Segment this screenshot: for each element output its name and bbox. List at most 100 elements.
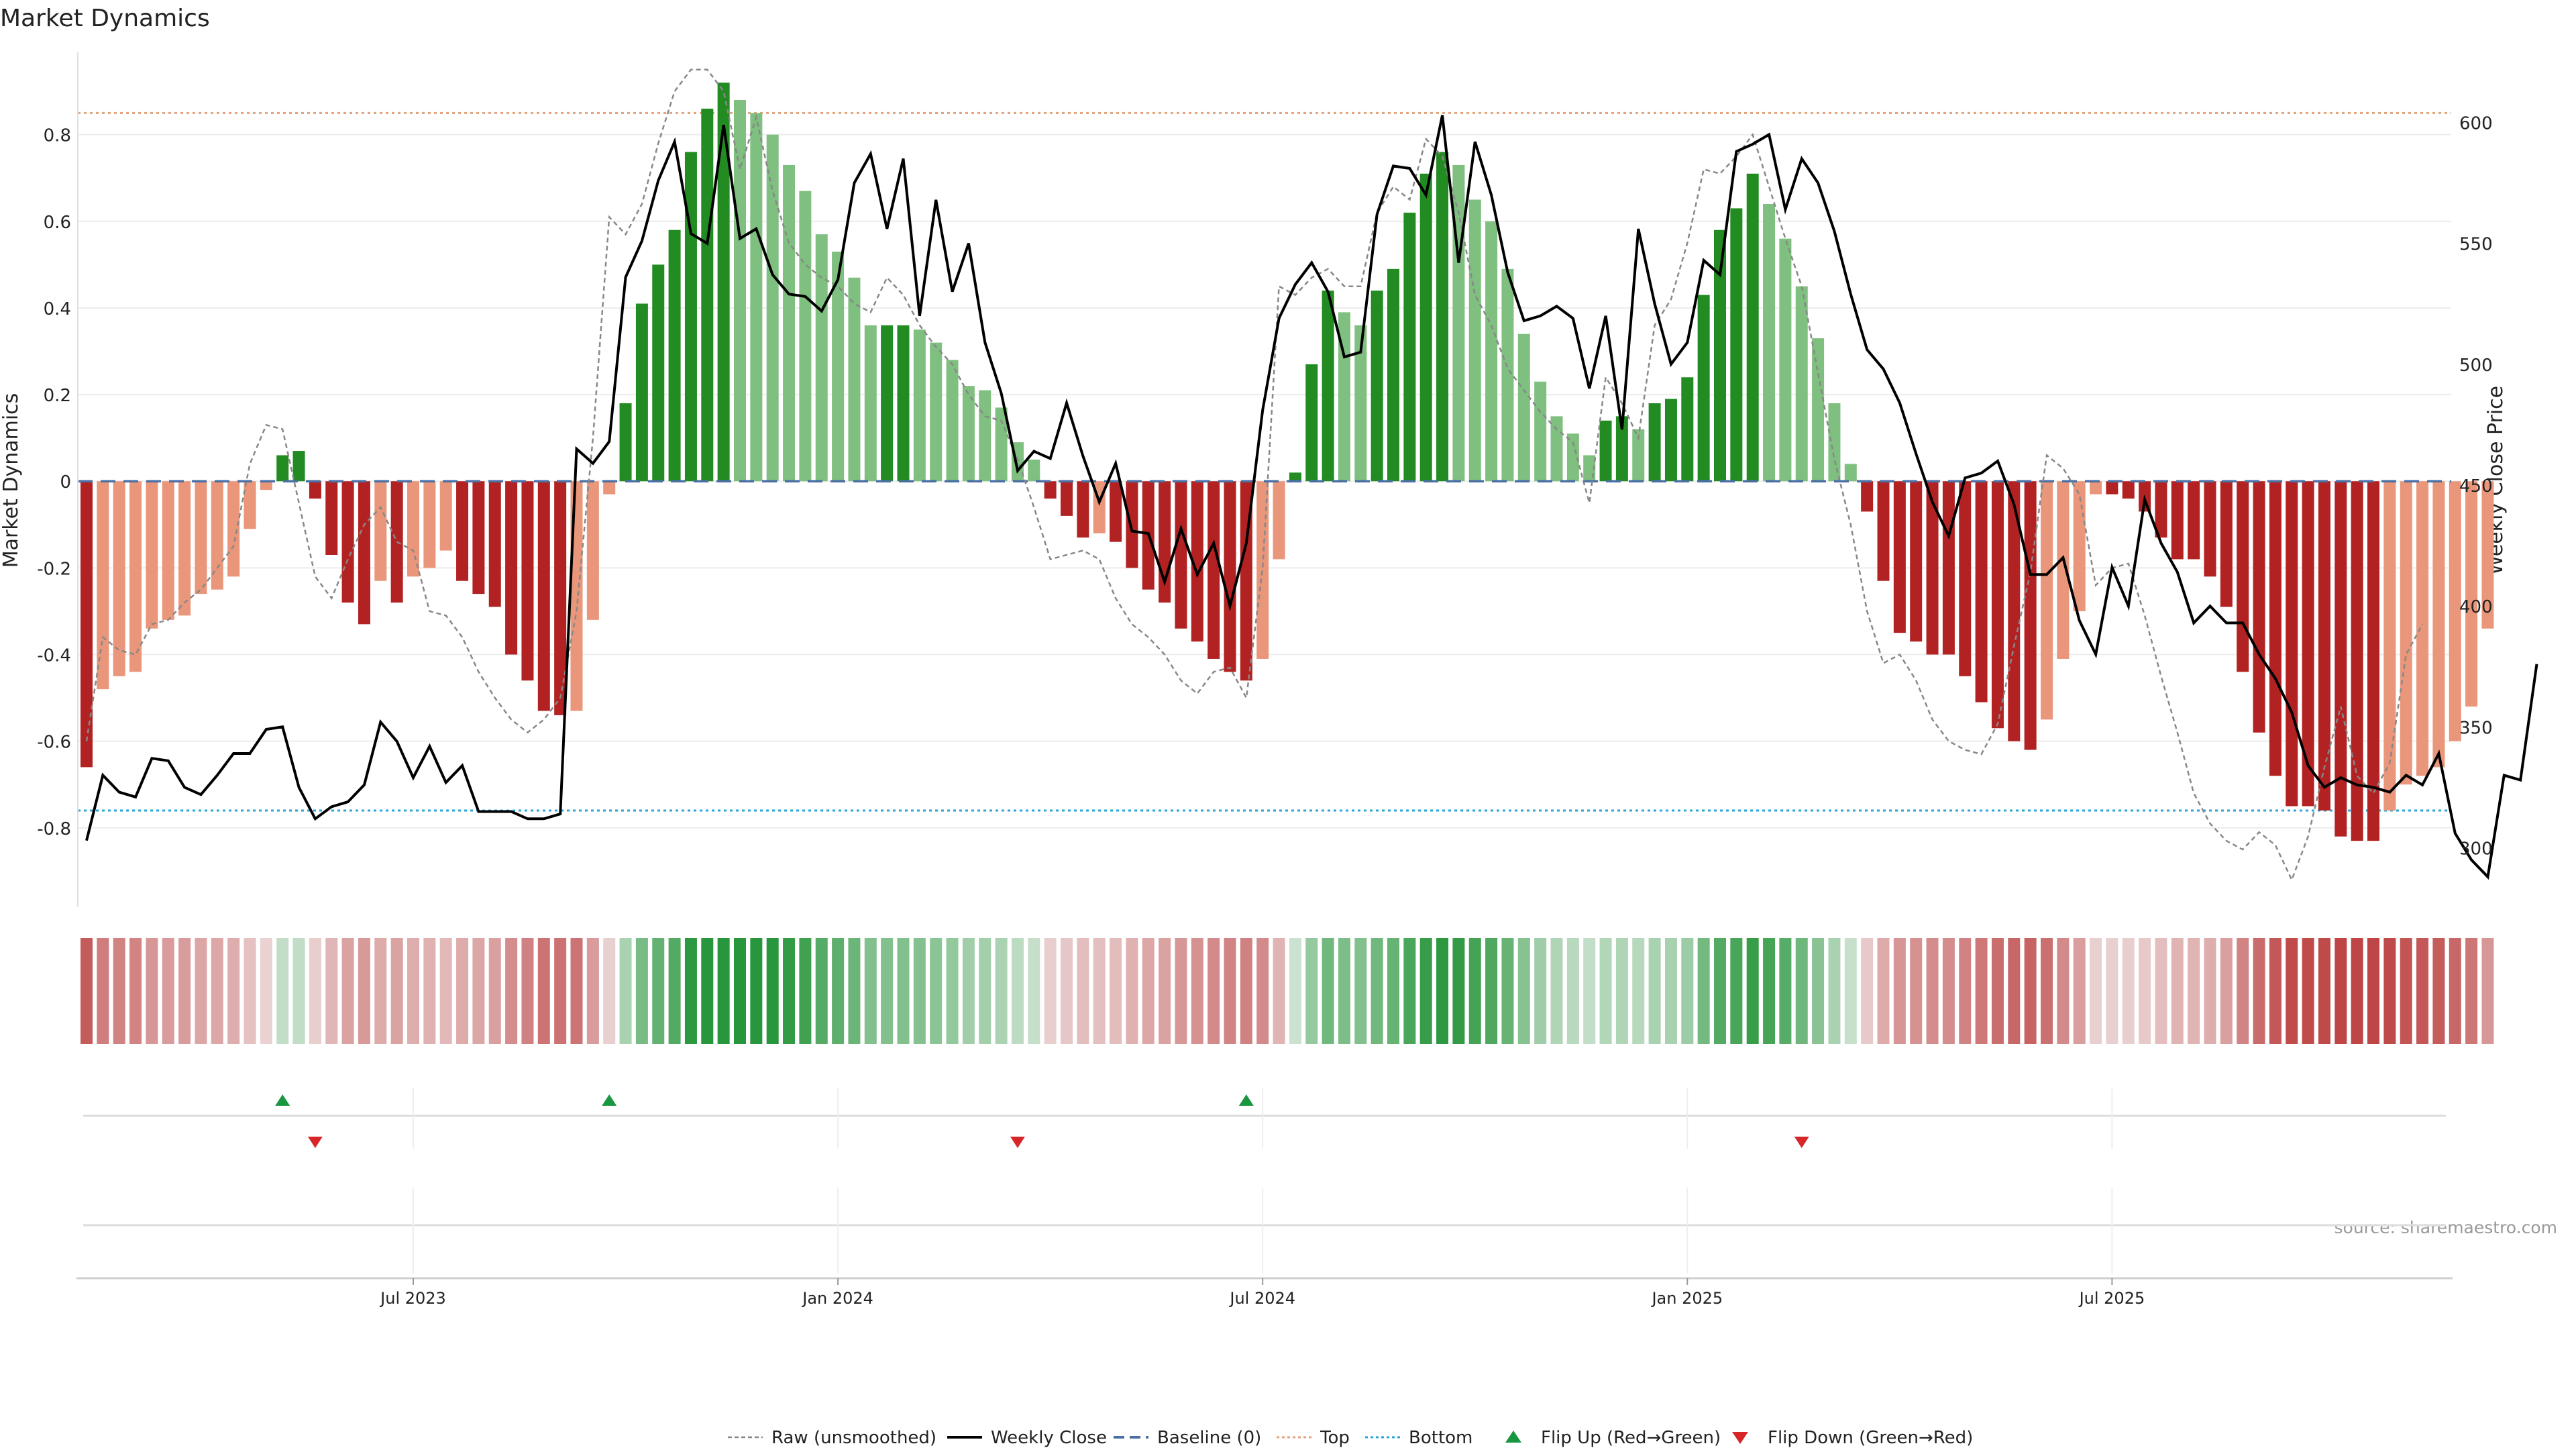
regime-cell [2383,938,2396,1044]
regime-cell [1991,938,2004,1044]
momentum-bar [1126,481,1138,568]
regime-cell [1844,938,1857,1044]
momentum-bar [1664,399,1677,482]
regime-cell [374,938,387,1044]
momentum-bar [1322,291,1334,482]
regime-cell [488,938,501,1044]
y-tick-label: -0.8 [37,819,71,839]
regime-cell [227,938,240,1044]
regime-cell [2106,938,2118,1044]
regime-cell [734,938,746,1044]
regime-cell [1028,938,1040,1044]
momentum-bar [2302,481,2314,807]
legend-item: Raw (unsmoothed) [728,1428,936,1448]
momentum-bar [1208,481,1220,659]
regime-cell [1485,938,1498,1044]
regime-cell [97,938,109,1044]
momentum-bar [1077,481,1089,538]
momentum-bar [2204,481,2216,577]
regime-cell [1093,938,1106,1044]
regime-cell [2416,938,2429,1044]
regime-cell [1256,938,1269,1044]
y2-tick-label: 350 [2459,718,2493,738]
momentum-bar [1044,481,1057,499]
momentum-bar [701,108,714,482]
regime-cell [1338,938,1350,1044]
momentum-bar [799,191,812,482]
regime-cell [1175,938,1187,1044]
momentum-bar [1534,381,1547,482]
regime-cell [1812,938,1825,1044]
momentum-bar [717,83,730,482]
regime-cell [129,938,142,1044]
momentum-bar [439,481,452,551]
raw-series-line [85,68,2424,882]
regime-cell [456,938,469,1044]
regime-cell [1583,938,1596,1044]
regime-cell [521,938,534,1044]
momentum-bar [309,481,321,499]
momentum-bar [962,386,975,482]
regime-cell [1861,938,1874,1044]
y-tick-label: -0.4 [37,646,71,666]
regime-cell [341,938,354,1044]
momentum-bar [1550,416,1563,482]
momentum-bar [1191,481,1203,642]
regime-cell [2024,938,2037,1044]
regime-cell [799,938,812,1044]
momentum-bar [2220,481,2233,607]
regime-cell [2432,938,2445,1044]
y2-tick-label: 400 [2459,597,2493,617]
regime-cell [1910,938,1923,1044]
momentum-bar [734,100,746,482]
regime-cell [766,938,779,1044]
momentum-bar [1991,481,2004,729]
momentum-bar [979,390,991,482]
legend: Raw (unsmoothed) Weekly Close Baseline (0)… [728,1428,1973,1448]
regime-cell [701,938,714,1044]
regime-cell [2220,938,2233,1044]
regime-cell [390,938,403,1044]
momentum-bar [292,451,305,482]
momentum-bar [505,481,518,655]
momentum-bar [1110,481,1122,542]
momentum-bar [162,481,174,620]
regime-cell [1354,938,1367,1044]
axes-layer: 0.8 0.6 0.4 0.2 0 -0.2 -0.4 -0.6 -0.8 600 550 500 45… [37,52,2493,1308]
regime-cell [652,938,665,1044]
momentum-bar [652,264,665,482]
momentum-bar [2334,481,2347,837]
regime-cell [2139,938,2151,1044]
regime-cell [1305,938,1318,1044]
regime-cell [1403,938,1416,1044]
regime-cell [276,938,289,1044]
legend-swatch-flip-up [1505,1431,1521,1443]
weekly-close-line [85,115,2538,880]
regime-cell [1289,938,1301,1044]
regime-cell [1599,938,1612,1044]
momentum-bar [472,481,485,594]
momentum-bar [668,229,681,482]
momentum-bar [2383,481,2396,811]
y2-tick-label: 500 [2459,356,2493,376]
momentum-bar [2465,481,2478,707]
regime-cell [1795,938,1808,1044]
regime-cell [586,938,599,1044]
regime-cell [1371,938,1383,1044]
momentum-bar [881,325,894,482]
momentum-bar [2106,481,2118,495]
y-axis-label: Market Dynamics [0,393,23,568]
momentum-bar [2286,481,2298,807]
regime-cell [554,938,567,1044]
regime-cell [1142,938,1155,1044]
regime-cell [1517,938,1530,1044]
regime-cell [832,938,845,1044]
momentum-bar [178,481,191,616]
legend-label: Flip Up (Red→Green) [1541,1428,1721,1448]
momentum-bar [456,481,469,581]
momentum-bar [897,325,910,482]
momentum-bar [195,481,207,594]
momentum-bar [276,455,289,482]
legend-item: Bottom [1365,1428,1472,1448]
regime-cell [146,938,158,1044]
